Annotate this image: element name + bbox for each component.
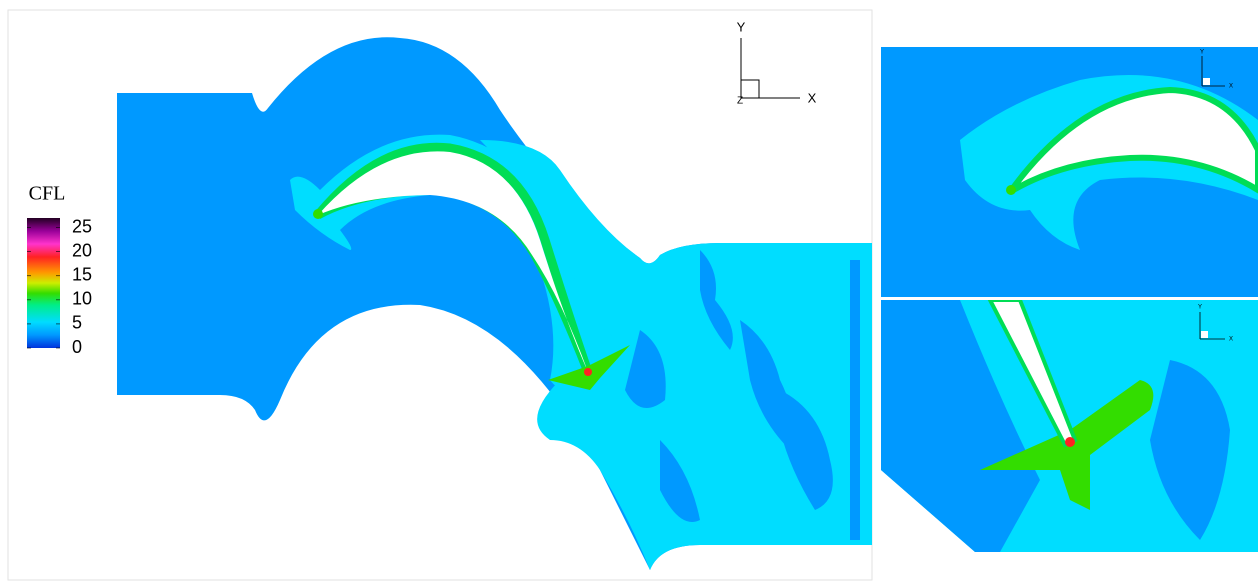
low-cfl-patches <box>625 250 860 540</box>
axis-label-z: Z <box>737 96 743 107</box>
zoom-axis-label-y: Y <box>1200 50 1204 56</box>
leading-edge-peak <box>313 209 323 219</box>
colorbar-title: CFL <box>29 183 66 205</box>
trailing-edge-wake <box>548 345 630 390</box>
zoom-axis-label-y: Y <box>1198 305 1202 311</box>
cyan-region <box>480 140 872 570</box>
trailing-edge-peak <box>584 368 592 376</box>
axis-label-y: Y <box>737 19 746 34</box>
colorbar-tick-label: 10 <box>72 289 92 309</box>
blade <box>318 151 588 372</box>
zoom-axis-label-x: X <box>1229 337 1233 343</box>
colorbar <box>27 218 60 348</box>
zoom-axis-label-x: X <box>1229 84 1233 90</box>
colorbar-tick-label: 5 <box>72 313 82 333</box>
colorbar-tick-label: 20 <box>72 240 92 260</box>
zoom-blade <box>987 300 1078 448</box>
colorbar-tick-label: 0 <box>72 337 82 357</box>
zoom-peak <box>1065 437 1075 447</box>
colorbar-tick-label: 15 <box>72 265 92 285</box>
zoom-low <box>881 300 1040 552</box>
zoom-trailing-edge: Y X <box>881 300 1258 552</box>
colorbar-tick-label: 25 <box>72 216 92 236</box>
axis-triad <box>740 38 800 99</box>
zoom-leading-edge: Y X <box>881 47 1258 297</box>
zoom-peak <box>1006 185 1016 195</box>
axis-label-x: X <box>808 90 817 105</box>
zoom-low-patch <box>1150 360 1230 540</box>
